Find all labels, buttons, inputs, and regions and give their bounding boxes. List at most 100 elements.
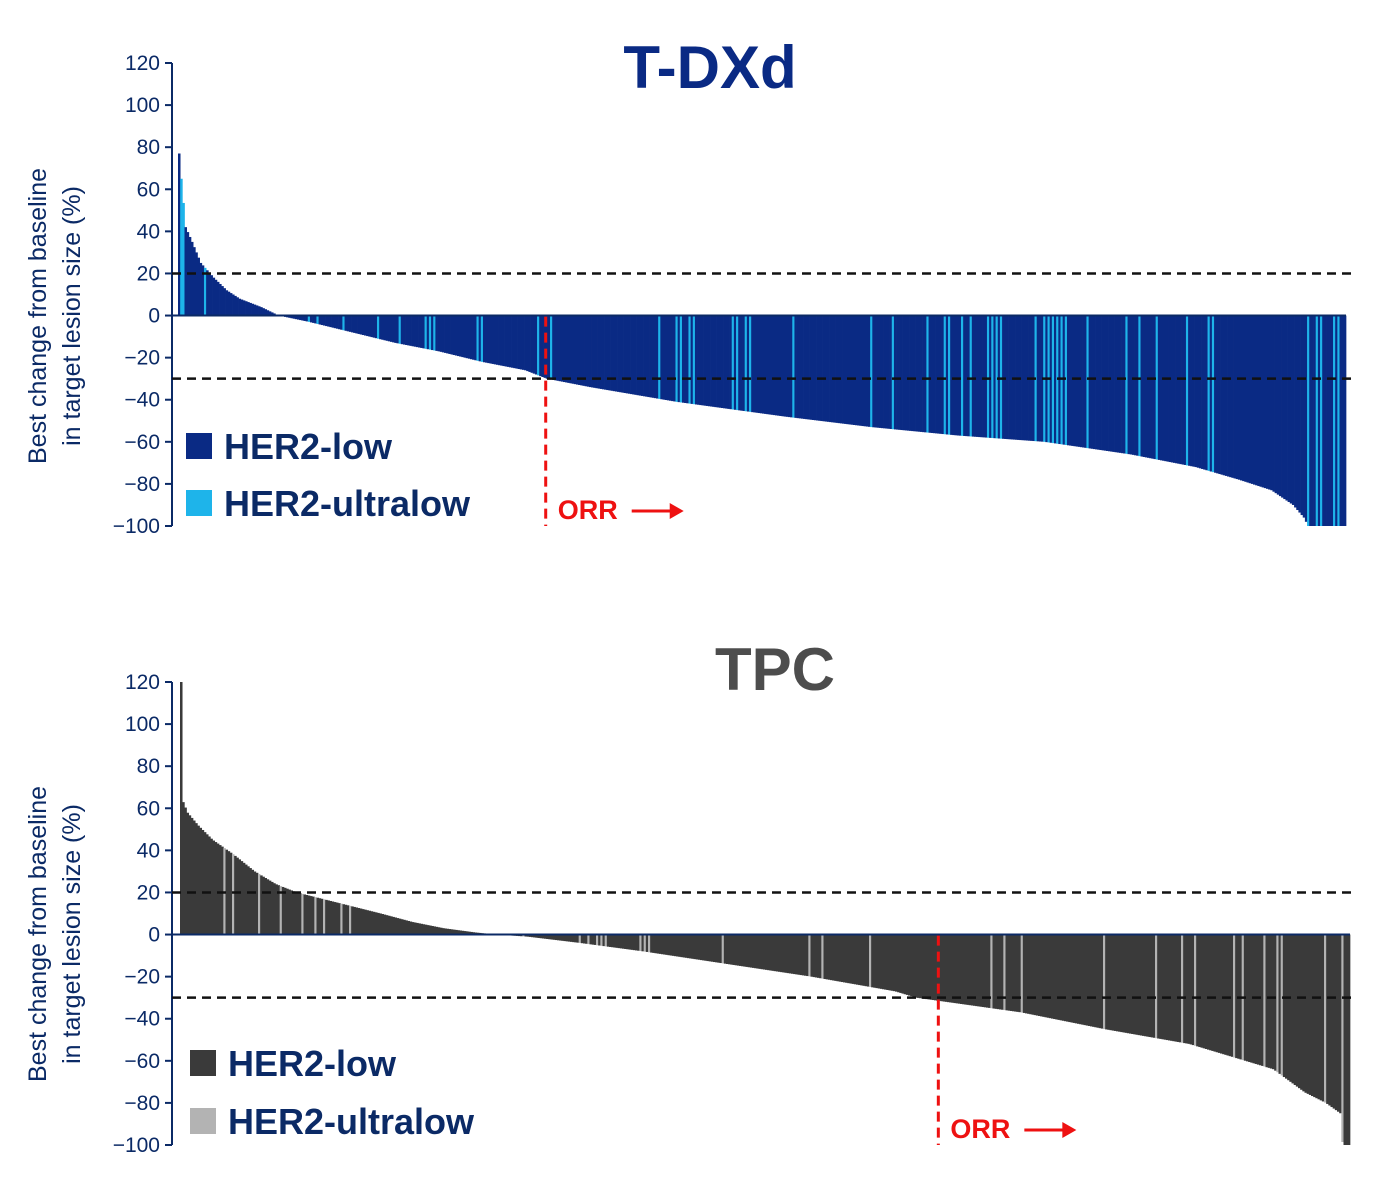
bar-her2-low [413,315,417,347]
bar-her2-low [701,315,704,406]
bar-her2-low [1081,934,1084,1025]
bar-her2-low [286,888,289,935]
bar-her2-low [884,934,887,990]
bar-her2-low [372,315,376,338]
bar-her2-low [769,934,772,971]
bar-her2-low [963,315,966,436]
bar-her2-low [1042,934,1045,1017]
bar-her2-low [255,872,259,935]
bar-her2-ultralow [279,886,283,935]
bar-her2-low [756,934,759,969]
bar-her2-low [739,934,742,966]
bar-her2-low [227,851,231,935]
bar-her2-low [970,934,974,1006]
bar-her2-low [1099,315,1102,451]
bar-her2-low [783,315,787,417]
bar-her2-low [437,927,441,935]
bar-her2-ultralow [1155,315,1159,460]
bar-her2-low [414,922,417,935]
bar-her2-low [1267,934,1271,1068]
bar-her2-low [1090,934,1093,1027]
bar-her2-low [595,315,598,389]
bar-her2-low [1025,934,1028,1014]
bar-her2-low [1302,934,1305,1092]
bar-her2-low [1226,934,1230,1056]
bar-her2-low [988,934,991,1008]
bar-her2-low [426,315,430,350]
bar-her2-low [917,315,921,432]
bar-her2-low [1274,934,1277,1071]
bar-her2-low [954,315,958,436]
bar-her2-low [621,315,624,393]
bar-her2-low [1254,934,1258,1064]
bar-her2-low [1090,315,1094,449]
bar-her2-low [474,315,477,361]
bar-her2-low [1302,315,1306,518]
bar-her2-low [446,928,450,935]
bar-her2-low [353,315,356,333]
bar-her2-low [1317,934,1321,1100]
bar-her2-low [351,906,354,935]
bar-her2-low [368,315,371,337]
bar-her2-low [1135,934,1139,1035]
bar-her2-low [757,315,761,414]
y-tick-label: 60 [137,178,160,201]
bar-her2-low [1016,934,1019,1012]
bar-her2-low [782,934,785,973]
bar-her2-low [303,894,307,935]
bar-her2-low [687,934,690,959]
bar-her2-low [491,315,495,364]
bar-her2-low [889,315,893,429]
bar-her2-low [957,934,961,1004]
bar-her2-low [1220,315,1224,475]
bar-her2-low [1126,934,1130,1034]
bar-her2-low [1231,315,1234,478]
bar-her2-low [1293,934,1297,1085]
bar-her2-low [1298,934,1301,1089]
bar-her2-low [236,857,239,935]
bar-her2-low [375,912,378,935]
bar-her2-low [567,315,570,383]
bar-her2-low [1178,934,1182,1043]
bar-her2-low [498,315,501,366]
bar-her2-ultralow [736,315,739,411]
bar-her2-low [872,315,875,428]
bar-her2-low [942,934,946,1002]
bar-her2-low [743,934,746,967]
bar-her2-low [240,861,244,935]
bar-her2-low [599,315,603,389]
bar-her2-low [1285,315,1288,501]
bar-her2-low [651,315,655,398]
y-axis-title-line-1: Best change from baseline [24,786,52,1082]
bar-her2-low [229,852,233,935]
bar-her2-low [1265,934,1269,1068]
bar-her2-low [1077,934,1080,1024]
bar-her2-low [418,923,421,935]
bar-her2-ultralow [869,934,872,987]
bar-her2-low [663,934,666,955]
bar-her2-ultralow [1138,315,1141,457]
bar-her2-low [394,917,398,935]
bar-her2-low [201,265,205,316]
bar-her2-low [1087,934,1091,1026]
bar-her2-low [893,315,897,430]
bar-her2-low [331,901,335,935]
bar-her2-ultralow [604,934,608,947]
bar-her2-low [658,934,662,954]
y-tick-label: 80 [137,136,160,159]
bar-her2-low [552,934,556,940]
bar-her2-low [208,272,211,316]
bar-her2-low [1198,315,1202,469]
bar-her2-low [967,315,970,437]
bar-her2-low [839,315,843,424]
bar-her2-low [941,315,945,435]
bar-her2-low [822,315,826,422]
bar-her2-low [710,315,713,407]
bar-her2-ultralow [1003,934,1006,1011]
bar-her2-low [1083,934,1087,1026]
bar-her2-low [1140,315,1144,457]
y-tick-label: −40 [124,389,160,412]
bar-her2-low [1261,315,1265,488]
bar-her2-low [997,315,1001,439]
bar-her2-low [1040,934,1043,1017]
